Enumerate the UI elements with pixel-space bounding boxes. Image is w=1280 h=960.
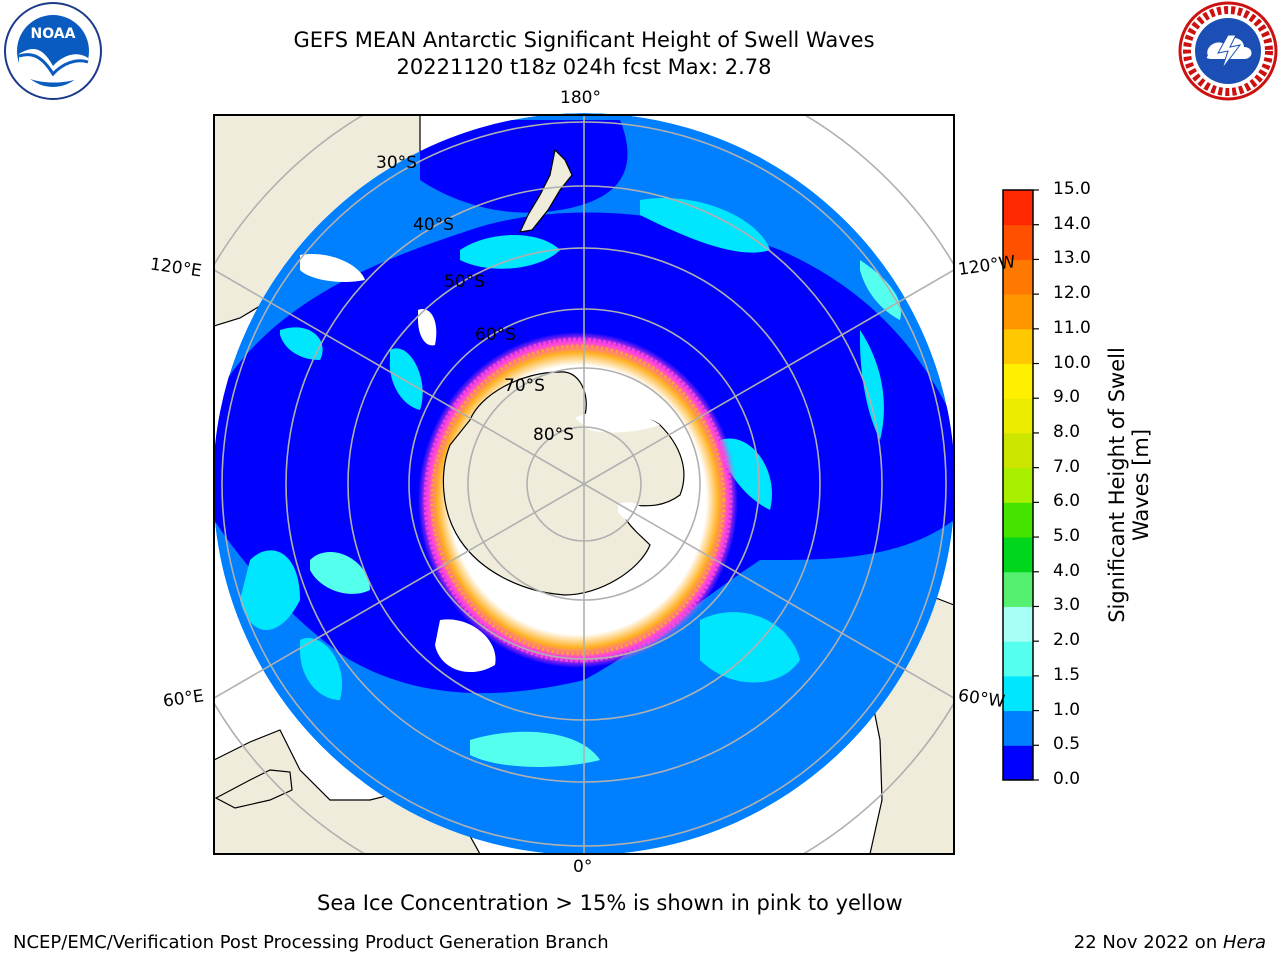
swell-streak xyxy=(700,612,800,683)
sea-ice-edge xyxy=(423,337,733,663)
chart-title: GEFS MEAN Antarctic Significant Height o… xyxy=(293,28,875,52)
credit-line: NCEP/EMC/Verification Post Processing Pr… xyxy=(13,932,609,953)
swell-streak xyxy=(310,551,370,594)
sea-ice-note-text: Sea Ice Concentration > 15% is shown in … xyxy=(317,891,903,915)
swell-streak xyxy=(860,260,901,320)
colorbar-block xyxy=(1003,432,1033,469)
colorbar xyxy=(1003,189,1039,781)
swell-streak xyxy=(240,550,300,630)
colorbar-block xyxy=(1003,745,1033,781)
swell-streak xyxy=(460,235,560,269)
colorbar-frame xyxy=(1002,189,1034,781)
colorbar-tick-label: 1.0 xyxy=(1053,699,1081,720)
colorbar-block xyxy=(1003,606,1033,642)
lon-label-0: 0° xyxy=(573,857,593,877)
colorbar-tick-label: 8.0 xyxy=(1053,421,1081,442)
map-frame xyxy=(213,114,955,855)
land-island-1 xyxy=(214,769,293,809)
colorbar-label-line1: Significant Height of Swell xyxy=(1105,347,1129,623)
colorbar-block xyxy=(1003,398,1033,434)
sea-ice-edge-orange xyxy=(430,344,726,656)
date-text: 22 Nov 2022 on xyxy=(1073,932,1223,953)
colorbar-block xyxy=(1003,363,1033,399)
colorbar-block xyxy=(1003,224,1033,260)
colorbar-tick-label: 0.0 xyxy=(1053,769,1081,789)
chart-subtitle: 20221120 t18z 024h fcst Max: 2.78 xyxy=(396,55,772,79)
swell-streak xyxy=(860,330,884,440)
host-name: Hera xyxy=(1222,932,1266,953)
sea-ice-patch xyxy=(418,309,437,346)
colorbar-tick-label: 9.0 xyxy=(1053,387,1081,408)
colorbar-block xyxy=(1003,675,1033,712)
colorbar-tick-label: 1.5 xyxy=(1053,664,1081,685)
colorbar-tick-label: 14.0 xyxy=(1053,213,1091,234)
lat-label-70s: 70°S xyxy=(504,376,545,396)
colorbar-tick-label: 5.0 xyxy=(1053,526,1081,547)
colorbar-tick-label: 12.0 xyxy=(1053,283,1091,304)
colorbar-block xyxy=(1003,641,1033,677)
colorbar-block xyxy=(1003,259,1033,295)
swell-band-low-2 xyxy=(420,120,628,213)
swell-streak xyxy=(640,198,770,253)
colorbar-block xyxy=(1003,537,1033,573)
land-africa xyxy=(214,729,481,854)
ross-ice-shelf xyxy=(575,410,660,433)
colorbar-tick-label: 6.0 xyxy=(1053,491,1081,512)
colorbar-label-line2: Waves [m] xyxy=(1129,428,1153,542)
swell-streak xyxy=(300,638,342,700)
svg-text:NOAA: NOAA xyxy=(31,26,76,42)
colorbar-block xyxy=(1003,710,1033,746)
colorbar-block xyxy=(1003,571,1033,607)
lon-label-180: 180° xyxy=(560,88,601,108)
lat-label-40s: 40°S xyxy=(413,215,454,235)
colorbar-tick-label: 15.0 xyxy=(1053,179,1091,199)
lat-label-30s: 30°S xyxy=(376,153,417,173)
swell-streak xyxy=(389,348,423,410)
colorbar-tick-label: 3.0 xyxy=(1053,595,1081,616)
colorbar-tick-label: 13.0 xyxy=(1053,248,1091,269)
swell-streak xyxy=(470,731,600,767)
colorbar-tick-label: 7.0 xyxy=(1053,456,1081,477)
nws-logo xyxy=(1178,1,1278,101)
noaa-logo: NOAA xyxy=(4,2,102,100)
colorbar-block xyxy=(1003,328,1033,365)
colorbar-tick-label: 10.0 xyxy=(1053,352,1091,373)
date-stamp: 22 Nov 2022 on Hera xyxy=(1074,932,1266,953)
colorbar-tick-label: 11.0 xyxy=(1053,317,1091,338)
lat-label-80s: 80°S xyxy=(533,425,574,445)
colorbar-tick-label: 0.5 xyxy=(1053,734,1081,755)
colorbar-tick-label: 4.0 xyxy=(1053,560,1081,581)
swell-streak xyxy=(280,327,323,360)
colorbar-block xyxy=(1003,190,1033,226)
lat-label-60s: 60°S xyxy=(475,325,516,345)
colorbar-block xyxy=(1003,294,1033,330)
graticule xyxy=(214,115,954,854)
colorbar-tick-label: 2.0 xyxy=(1053,630,1081,651)
colorbar-block xyxy=(1003,502,1033,538)
colorbar-block xyxy=(1003,467,1033,503)
sea-ice-patch xyxy=(300,254,365,282)
lat-label-50s: 50°S xyxy=(444,272,485,292)
colorbar-label: Significant Height of Swell Waves [m] xyxy=(1105,347,1153,623)
